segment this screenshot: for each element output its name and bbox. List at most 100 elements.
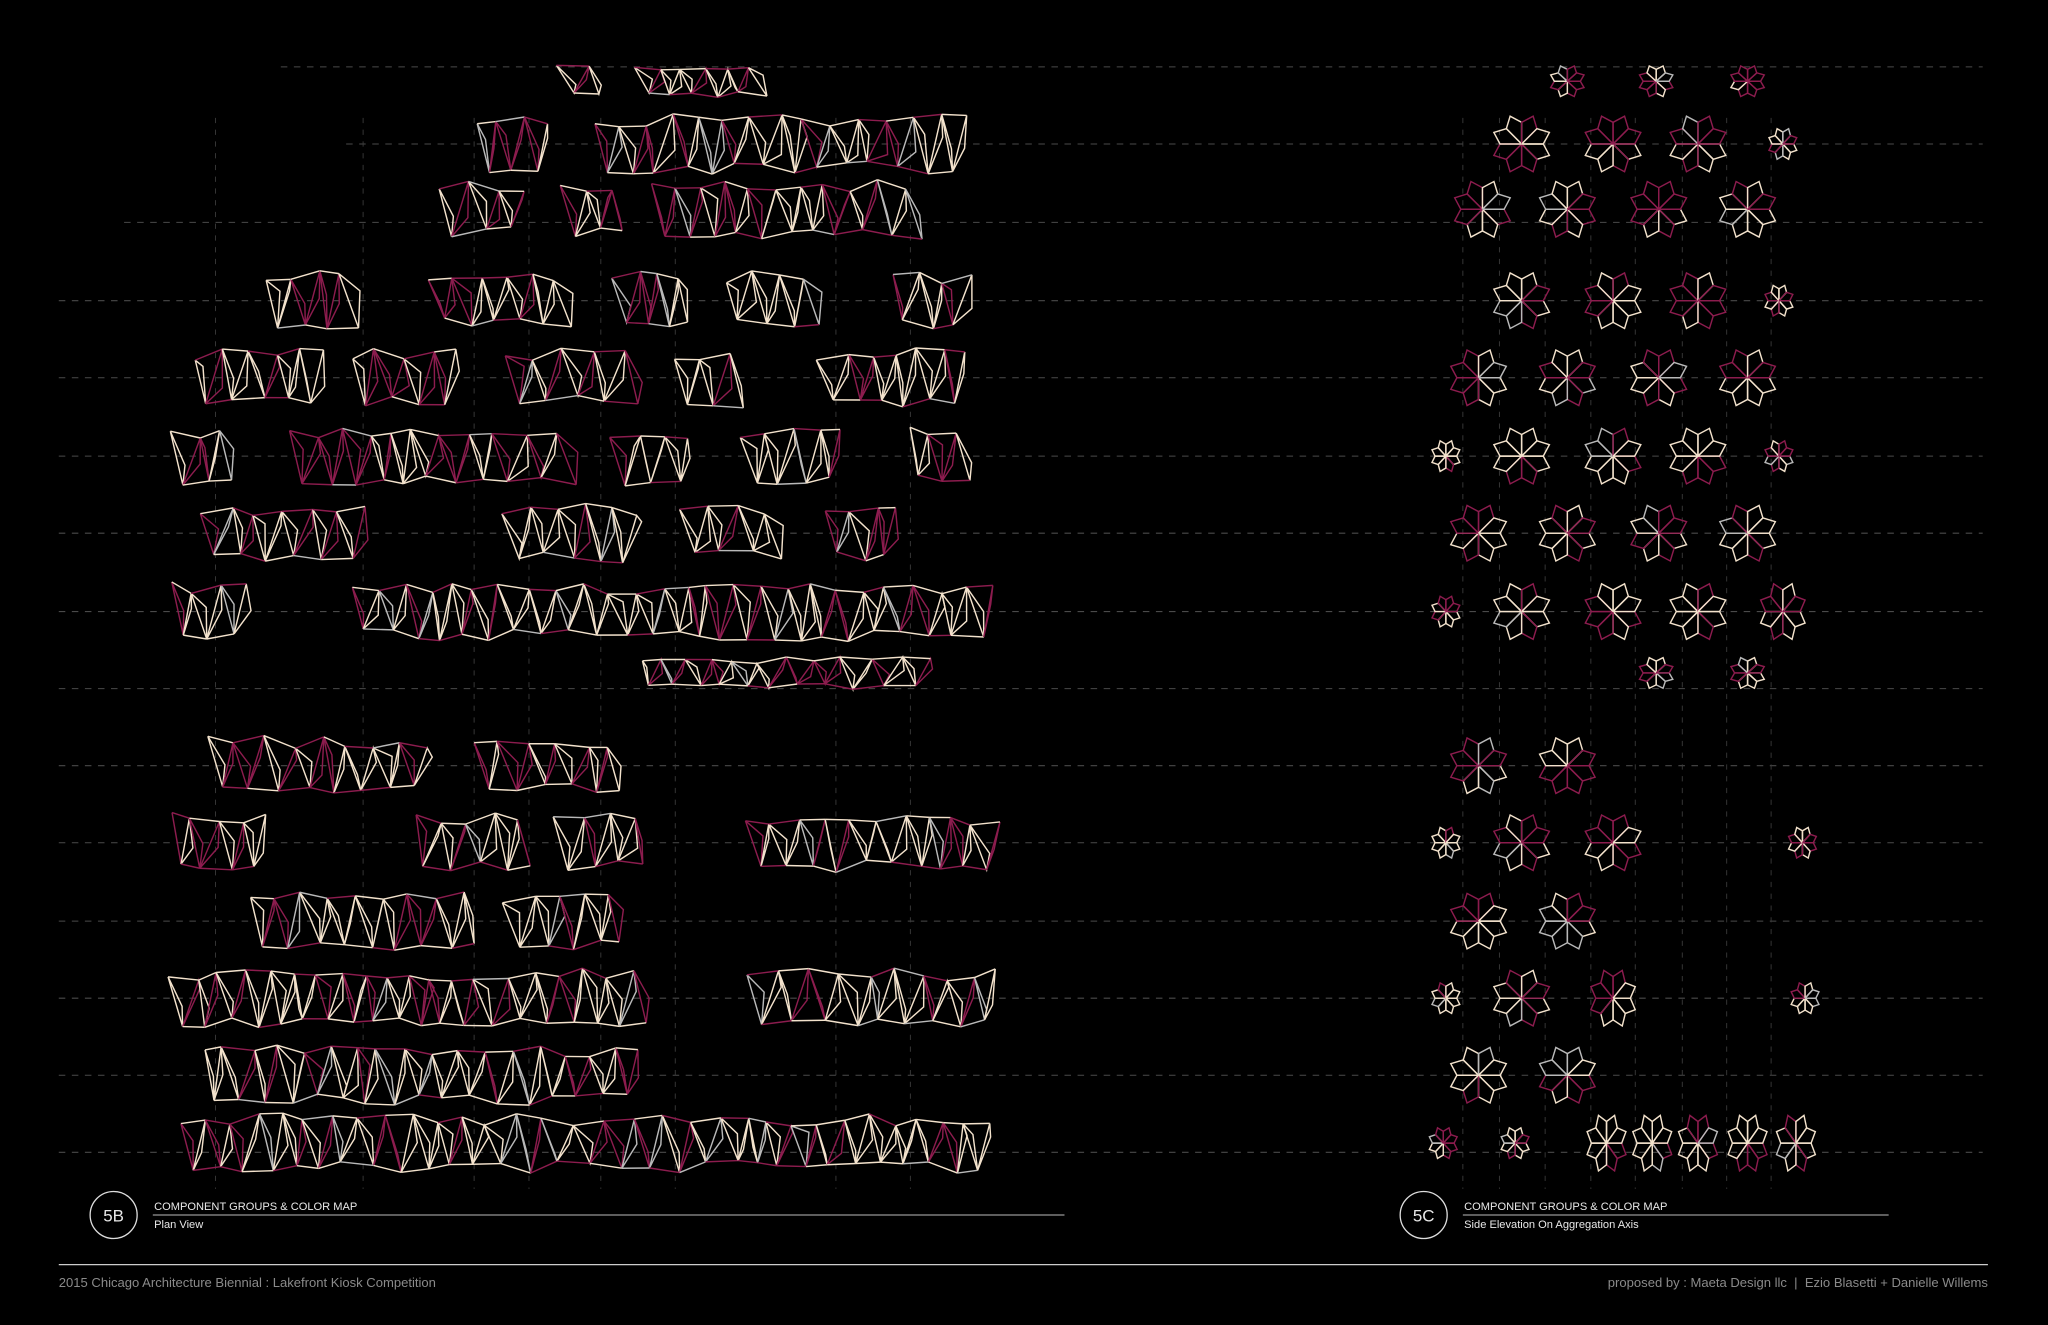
facet xyxy=(372,747,393,788)
edge xyxy=(794,166,817,174)
facet xyxy=(167,976,184,1027)
component-group xyxy=(501,502,643,564)
edge xyxy=(941,479,970,482)
edge xyxy=(669,321,688,328)
facet xyxy=(824,819,837,873)
facet xyxy=(292,1053,306,1104)
petal xyxy=(1612,440,1642,457)
facet xyxy=(678,508,698,553)
facet xyxy=(372,977,388,1022)
edge xyxy=(921,865,941,870)
facet xyxy=(877,507,885,555)
facet xyxy=(192,1119,207,1171)
edge xyxy=(276,1044,305,1055)
facet xyxy=(815,1124,828,1165)
facet xyxy=(571,747,591,785)
edge xyxy=(167,976,199,981)
facet xyxy=(632,125,649,175)
facet xyxy=(317,437,334,485)
facet xyxy=(711,659,724,687)
edge xyxy=(933,324,954,330)
facet xyxy=(344,746,362,791)
edge xyxy=(432,583,453,594)
facet xyxy=(589,1120,608,1164)
edge xyxy=(560,184,587,192)
edge xyxy=(344,745,374,749)
edge xyxy=(835,589,864,594)
facet xyxy=(428,979,441,1024)
facet xyxy=(881,355,897,401)
facet xyxy=(413,746,434,786)
edge xyxy=(575,1092,604,1097)
petal xyxy=(1747,361,1777,379)
facet xyxy=(602,1047,617,1094)
edge xyxy=(373,1164,402,1174)
edge xyxy=(584,812,611,819)
facet xyxy=(519,896,537,948)
facet xyxy=(746,974,765,1025)
facet xyxy=(805,1124,817,1167)
facet xyxy=(222,742,234,788)
facet xyxy=(756,663,770,691)
edge xyxy=(872,656,903,660)
edge xyxy=(574,557,601,563)
facet xyxy=(218,821,235,871)
facet xyxy=(800,583,817,642)
edge xyxy=(902,319,934,330)
component-group xyxy=(204,1044,640,1106)
facet xyxy=(599,190,613,229)
facet xyxy=(941,282,954,325)
edge xyxy=(615,1047,638,1051)
facet xyxy=(194,359,207,404)
petal xyxy=(1697,1126,1719,1144)
edge xyxy=(765,1121,792,1127)
edge xyxy=(848,819,877,823)
facet xyxy=(463,891,475,944)
edge xyxy=(524,116,548,125)
edge xyxy=(355,479,385,486)
rosette xyxy=(1449,1046,1508,1105)
facet xyxy=(265,279,281,329)
edge xyxy=(824,683,854,690)
rosette xyxy=(1759,582,1807,641)
facet xyxy=(618,126,637,174)
facet xyxy=(730,661,749,687)
facet xyxy=(558,975,577,1023)
facet xyxy=(542,509,561,553)
facet xyxy=(660,659,673,685)
facet xyxy=(633,1118,651,1169)
facet xyxy=(403,358,422,405)
facet xyxy=(736,270,758,320)
facet xyxy=(747,67,768,97)
edge xyxy=(604,400,638,405)
facet xyxy=(606,126,623,173)
facet xyxy=(952,274,973,326)
edge xyxy=(505,355,533,361)
facet xyxy=(552,816,571,871)
facet xyxy=(611,190,623,231)
edge xyxy=(336,505,366,513)
component-group xyxy=(815,347,966,408)
facet xyxy=(904,188,923,240)
facet xyxy=(763,513,784,560)
facet xyxy=(331,1115,344,1162)
edge xyxy=(700,180,726,189)
facet xyxy=(849,191,864,230)
facet xyxy=(768,823,788,866)
edge xyxy=(273,891,300,900)
edge xyxy=(200,507,234,515)
facet xyxy=(573,503,591,559)
edge xyxy=(688,584,706,589)
component-group xyxy=(473,740,622,793)
facet xyxy=(280,973,296,1025)
edge xyxy=(586,189,613,192)
facet xyxy=(577,351,596,397)
edge xyxy=(567,865,596,871)
facet xyxy=(276,354,292,398)
facet xyxy=(941,593,954,636)
facet xyxy=(704,1117,724,1163)
facet xyxy=(241,1113,261,1172)
facet xyxy=(718,659,735,685)
edge xyxy=(530,506,559,511)
facet xyxy=(487,584,498,641)
